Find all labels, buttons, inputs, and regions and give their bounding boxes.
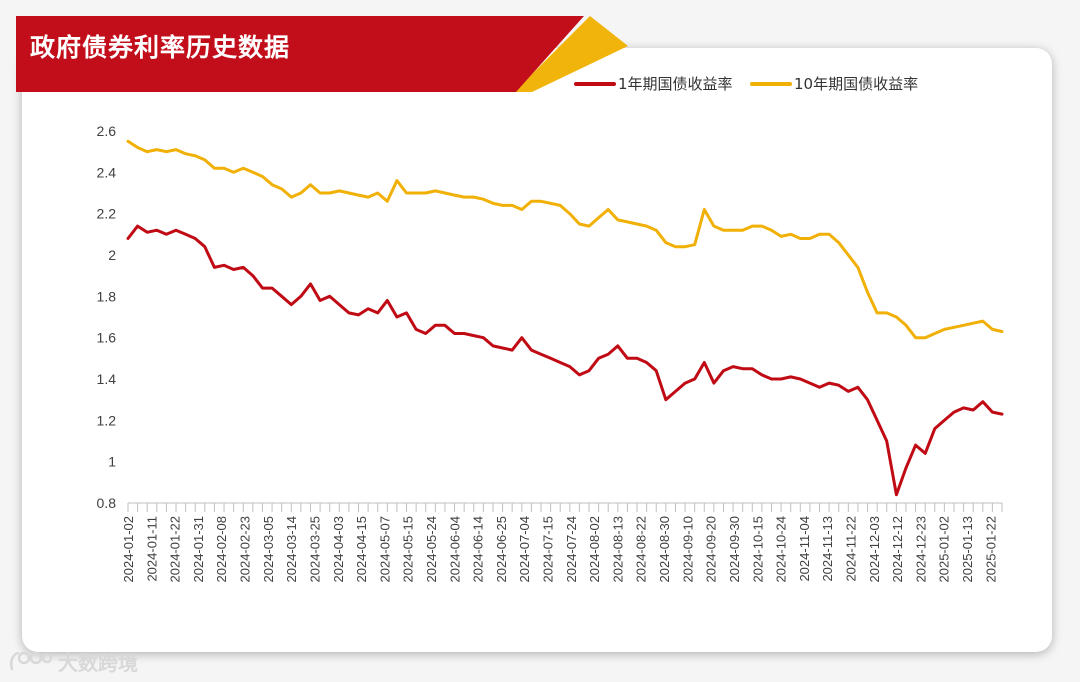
x-tick-label: 2024-08-22 (634, 516, 649, 583)
x-tick-label: 2024-09-20 (704, 516, 719, 583)
x-tick-label: 2024-08-02 (587, 516, 602, 583)
legend-label: 10年期国债收益率 (794, 75, 918, 93)
series-lines (126, 139, 1004, 497)
x-tick-label: 2024-09-30 (727, 516, 742, 583)
x-tick-label: 2024-04-15 (354, 516, 369, 583)
page-title: 政府债券利率历史数据 (30, 33, 291, 62)
banner-red-band (16, 16, 584, 92)
y-tick-label: 2.2 (97, 206, 117, 222)
y-tick-label: 0.8 (97, 495, 117, 511)
y-tick-label: 2.4 (97, 164, 117, 180)
y-tick-label: 1 (108, 454, 116, 470)
banner-gold-accent (514, 16, 628, 92)
x-tick-label: 2024-06-25 (494, 516, 509, 583)
x-tick-label: 2024-05-15 (401, 516, 416, 583)
x-tick-label: 2024-08-13 (610, 516, 625, 583)
x-tick-label: 2024-11-13 (820, 516, 835, 582)
series-line-1y (126, 224, 1004, 497)
legend-item: 10年期国债收益率 (750, 75, 918, 93)
chart-legend: 1年期国债收益率 10年期国债收益率 (574, 75, 918, 93)
x-tick-label: 2024-08-30 (657, 516, 672, 583)
x-tick-label: 2024-03-25 (307, 516, 322, 583)
x-tick-label: 2024-02-23 (238, 516, 253, 583)
legend-label: 1年期国债收益率 (618, 75, 733, 93)
x-tick-label: 2025-01-13 (960, 516, 975, 583)
x-tick-label: 2024-10-24 (774, 516, 789, 583)
x-tick-label: 2024-07-15 (541, 516, 556, 583)
x-tick-label: 2024-11-22 (844, 516, 859, 582)
x-tick-label: 2024-12-12 (890, 516, 905, 583)
x-tick-label: 2025-01-22 (983, 516, 998, 583)
x-tick-label: 2024-09-10 (680, 516, 695, 583)
chart-card (22, 48, 1052, 652)
y-tick-label: 1.4 (97, 371, 117, 387)
watermark: 大数跨境 (8, 648, 138, 675)
watermark-text: 大数跨境 (58, 650, 138, 675)
x-tick-label: 2024-03-14 (284, 516, 299, 583)
series-line-10y (126, 139, 1004, 340)
x-tick-label: 2024-05-24 (424, 516, 439, 583)
legend-item: 1年期国债收益率 (574, 75, 733, 93)
x-tick-label: 2024-05-07 (377, 516, 392, 583)
y-axis: 0.8 1 1.2 1.4 1.6 1.8 2 2.2 2.4 2.6 (97, 123, 117, 511)
dashujk-logo-icon (10, 651, 52, 671)
title-banner (16, 16, 628, 92)
y-tick-label: 2 (108, 247, 116, 263)
x-tick-label: 2024-06-04 (447, 516, 462, 583)
x-tick-label: 2024-01-11 (144, 516, 159, 582)
y-tick-label: 1.8 (97, 288, 117, 304)
x-tick-label: 2024-12-23 (913, 516, 928, 583)
x-tick-label: 2024-01-02 (121, 516, 136, 583)
x-tick-label: 2024-07-04 (517, 516, 532, 583)
x-axis: 2024-01-02 2024-01-11 2024-01-22 2024-01-31… (121, 502, 1003, 583)
x-tick-label: 2024-04-03 (331, 516, 346, 583)
x-tick-label: 2024-06-14 (471, 516, 486, 583)
x-tick-label: 2024-07-24 (564, 516, 579, 583)
x-tick-label: 2024-03-05 (261, 516, 276, 583)
x-tick-label: 2024-10-15 (750, 516, 765, 583)
y-tick-label: 2.6 (97, 123, 117, 139)
x-tick-label: 2024-12-03 (867, 516, 882, 583)
x-tick-label: 2024-01-31 (191, 516, 206, 583)
y-tick-label: 1.6 (97, 330, 117, 346)
y-tick-label: 1.2 (97, 412, 117, 428)
x-tick-label: 2024-02-08 (214, 516, 229, 583)
x-tick-label: 2024-11-04 (797, 516, 812, 582)
x-tick-label: 2025-01-02 (937, 516, 952, 583)
x-tick-label: 2024-01-22 (168, 516, 183, 583)
